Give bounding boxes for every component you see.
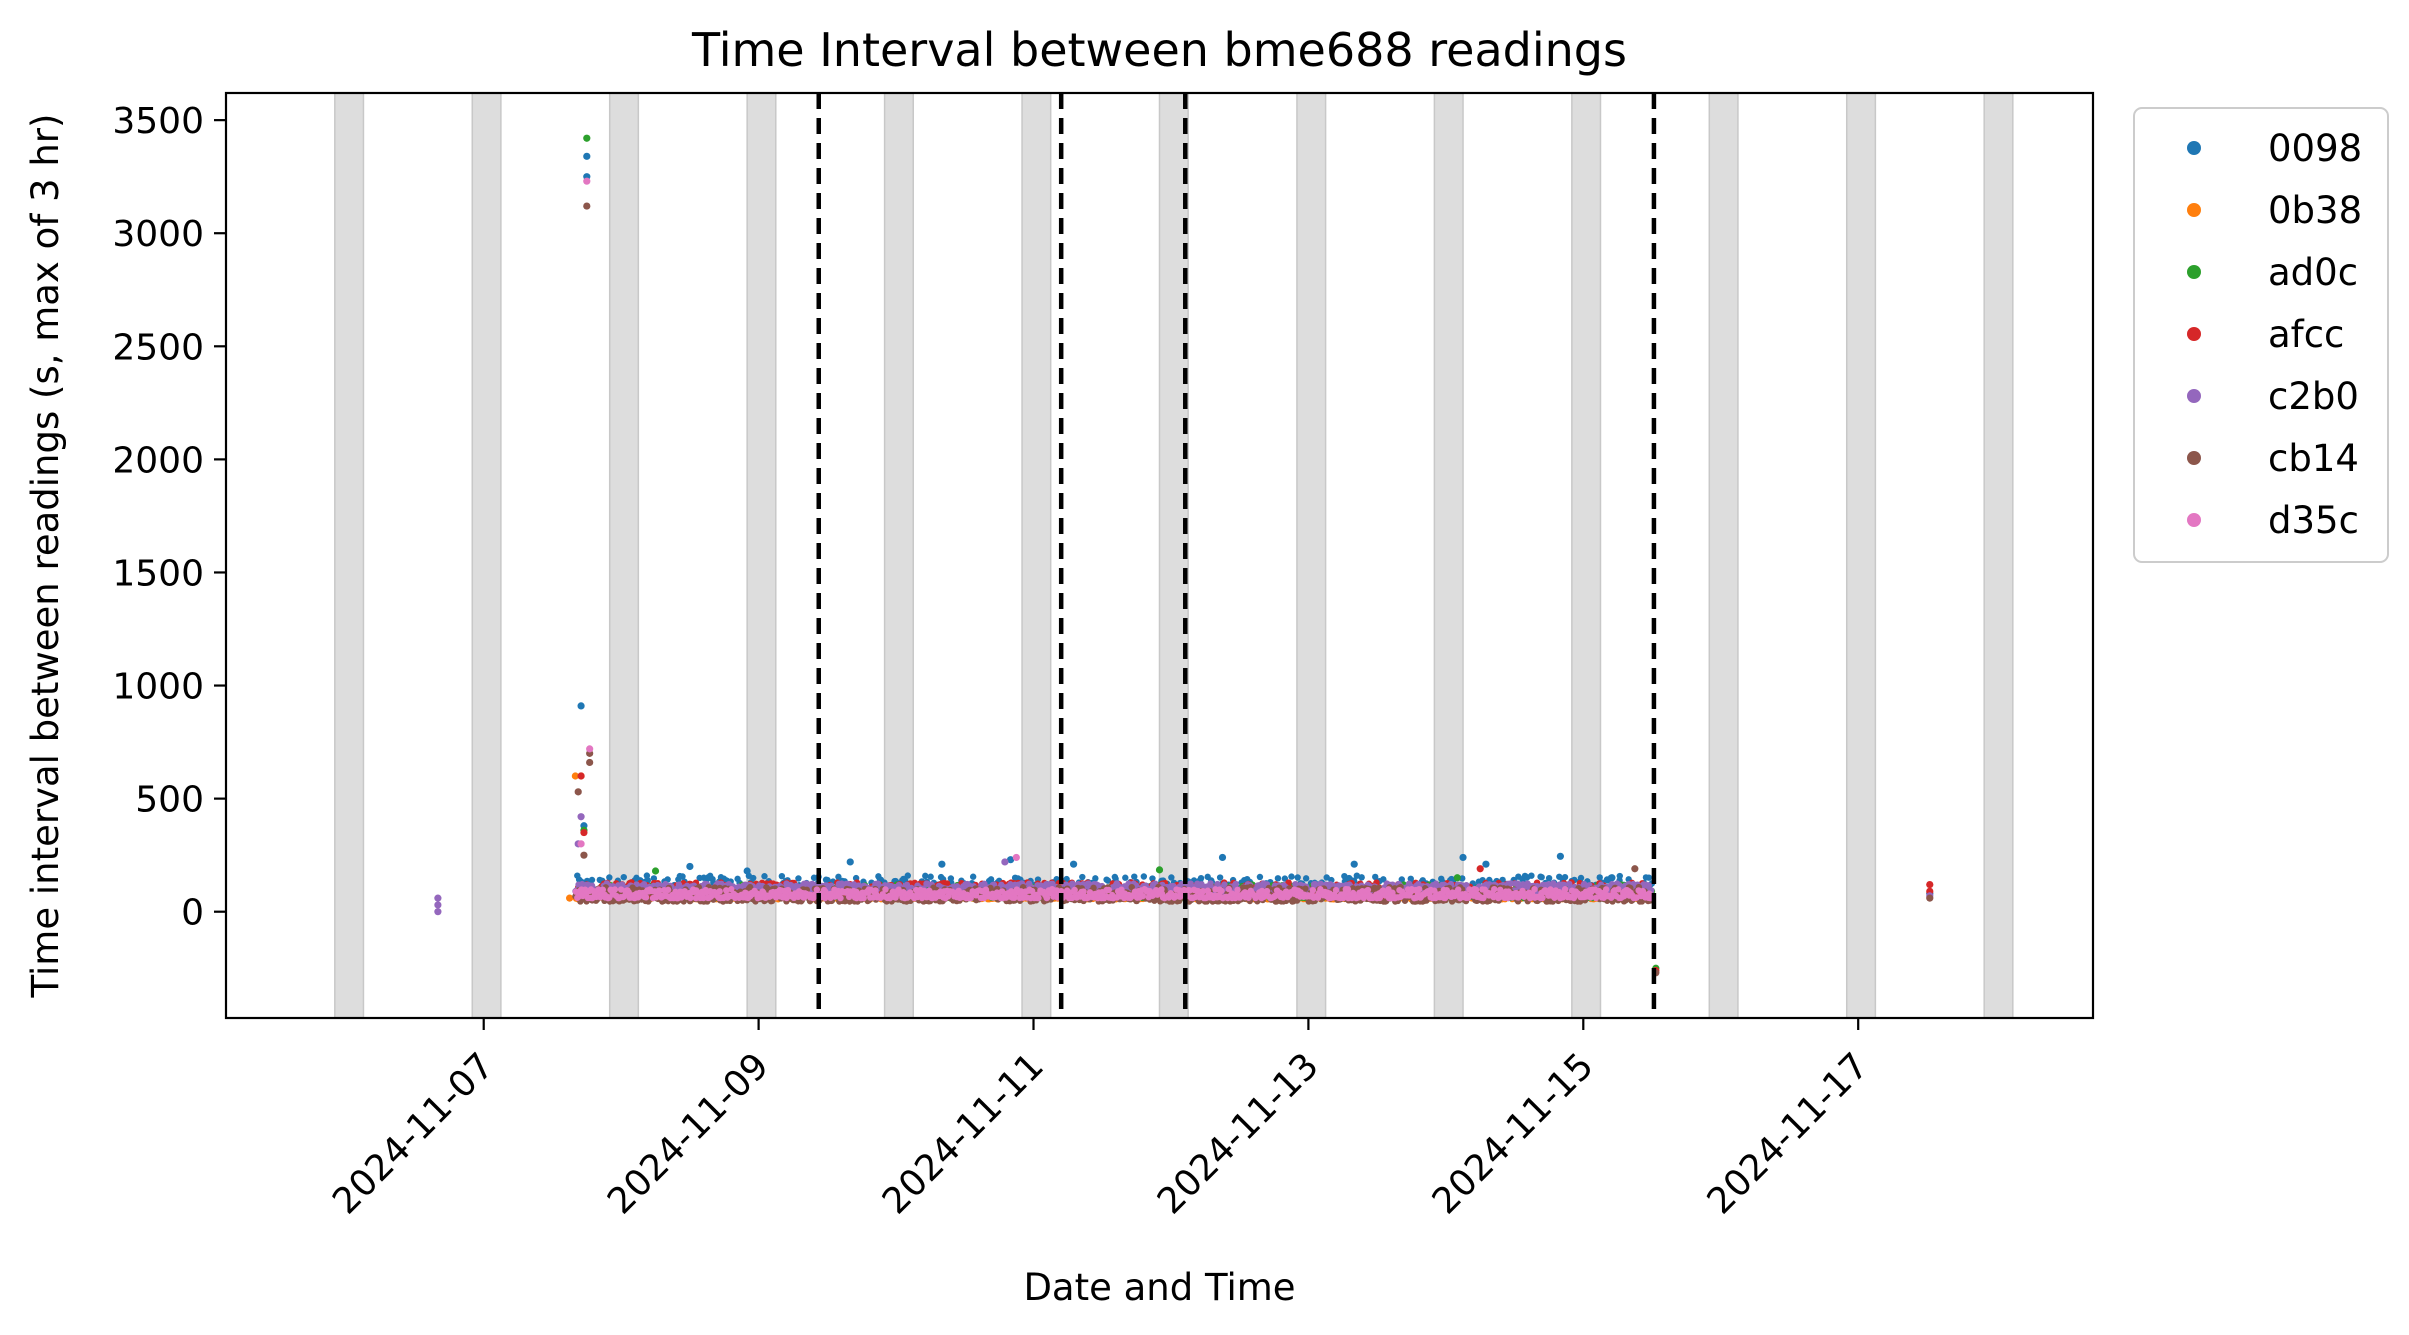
data-point: [922, 872, 929, 880]
data-point: [1645, 874, 1653, 881]
data-point: [643, 872, 651, 879]
data-point: [1302, 875, 1310, 882]
data-point: [1294, 874, 1301, 881]
data-point: [1221, 881, 1228, 888]
data-point: [577, 813, 585, 821]
data-point: [1079, 873, 1086, 881]
night-shade-band: [1983, 92, 2014, 1019]
data-point: [1577, 874, 1585, 882]
data-point: [1353, 872, 1361, 879]
data-point: [1232, 880, 1239, 888]
data-point: [1092, 875, 1099, 882]
data-point: [434, 901, 442, 909]
data-point: [1538, 873, 1545, 881]
data-point: [1372, 873, 1379, 881]
data-point: [1476, 865, 1484, 873]
data-point: [746, 883, 754, 891]
night-shade-band: [1708, 92, 1739, 1019]
data-point: [1596, 874, 1603, 881]
data-point: [1197, 874, 1205, 882]
data-point: [1545, 874, 1553, 882]
data-point: [583, 134, 591, 142]
data-point: [1218, 853, 1227, 862]
data-point: [651, 867, 660, 875]
data-point: [778, 872, 786, 880]
data-point: [1274, 875, 1282, 882]
data-point: [927, 873, 934, 880]
data-point: [1292, 880, 1299, 888]
data-point: [1288, 873, 1295, 880]
data-point: [1926, 880, 1934, 889]
data-point: [686, 862, 694, 871]
data-point: [606, 874, 613, 881]
data-point: [588, 876, 596, 884]
night-shade-band: [883, 92, 914, 1019]
data-point: [1069, 860, 1078, 868]
data-point: [1556, 852, 1564, 860]
scatter-points-layer: [434, 134, 1934, 977]
data-point: [580, 828, 588, 837]
data-point: [1122, 874, 1129, 881]
data-point: [846, 858, 854, 866]
data-point: [1001, 858, 1009, 866]
data-point: [743, 867, 751, 875]
data-point: [938, 860, 946, 868]
data-point: [824, 876, 831, 884]
night-shade-band: [471, 92, 502, 1019]
data-point: [1380, 876, 1387, 883]
data-point: [577, 702, 585, 710]
data-point: [1561, 873, 1569, 881]
data-point: [1608, 874, 1616, 882]
data-point: [434, 908, 442, 916]
data-point: [761, 873, 768, 880]
data-point: [1140, 873, 1148, 880]
data-point: [1556, 873, 1563, 880]
data-point: [1256, 873, 1264, 881]
data-point: [1350, 860, 1358, 868]
data-point: [571, 772, 579, 780]
data-point: [566, 894, 574, 902]
data-point: [1482, 860, 1490, 868]
data-point: [640, 880, 648, 888]
night-shade-band: [334, 92, 365, 1019]
data-point: [1285, 879, 1292, 886]
data-point: [795, 875, 802, 882]
data-point: [1459, 853, 1467, 862]
data-point: [904, 872, 911, 879]
data-point: [679, 873, 686, 880]
data-point: [895, 881, 903, 889]
data-point: [750, 874, 757, 882]
data-point: [583, 152, 591, 160]
data-point: [1006, 856, 1015, 864]
series-ad0c: [573, 134, 1660, 972]
night-shade-band: [1845, 92, 1877, 1019]
data-point: [1090, 884, 1097, 892]
night-shade-band: [1296, 92, 1327, 1019]
data-point: [1155, 866, 1164, 874]
data-point: [969, 873, 977, 880]
data-point: [577, 772, 585, 780]
data-point: [620, 873, 627, 881]
night-shade-band: [1571, 92, 1602, 1019]
data-point: [1104, 877, 1112, 884]
data-point: [1216, 874, 1224, 881]
data-point: [1149, 875, 1156, 882]
data-point: [1507, 880, 1514, 887]
data-point: [835, 873, 842, 881]
data-point: [434, 894, 442, 902]
data-point: [1453, 874, 1461, 882]
data-point: [1358, 874, 1365, 881]
data-point: [1323, 874, 1330, 881]
data-point: [1528, 872, 1535, 879]
data-point: [1168, 874, 1175, 881]
data-point: [1131, 873, 1138, 880]
data-point: [1616, 872, 1623, 880]
night-shade-band: [1021, 92, 1052, 1019]
night-shade-band: [746, 92, 777, 1019]
